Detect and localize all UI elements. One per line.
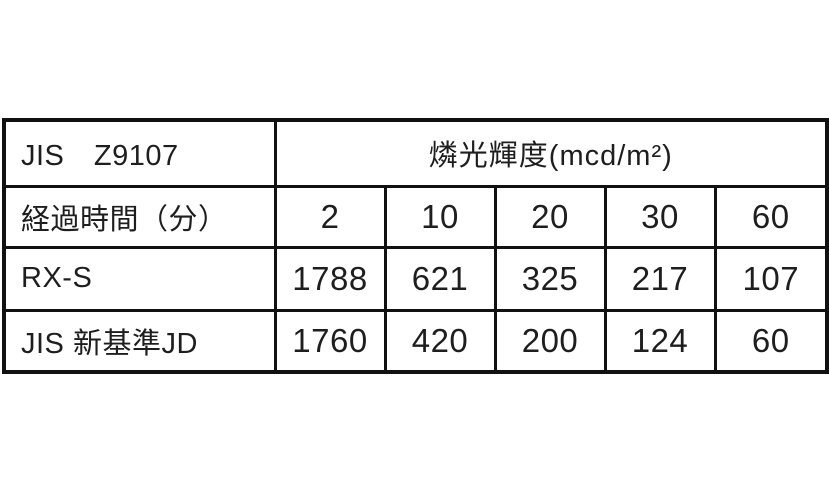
header-row-standard: JIS Z9107 燐光輝度(mcd/m²) bbox=[2, 118, 829, 188]
cell-rx-s-value-10min: 621 bbox=[383, 245, 497, 312]
cell-jis-jd-value-20min: 200 bbox=[493, 308, 607, 374]
header-row-elapsed-time: 経過時間（分） 2 10 20 30 60 bbox=[2, 184, 829, 249]
cell-time-2: 2 bbox=[273, 184, 387, 249]
luminance-table: JIS Z9107 燐光輝度(mcd/m²) 経過時間（分） 2 10 20 3… bbox=[2, 118, 829, 374]
cell-rx-s-label: RX-S bbox=[2, 245, 277, 312]
cell-luminance-title: 燐光輝度(mcd/m²) bbox=[273, 118, 829, 188]
cell-jis-jd-label: JIS 新基準JD bbox=[2, 308, 277, 374]
cell-jis-jd-value-10min: 420 bbox=[383, 308, 497, 374]
data-row-jis-new-standard: JIS 新基準JD 1760 420 200 124 60 bbox=[2, 308, 829, 374]
cell-jis-jd-value-60min: 60 bbox=[713, 308, 829, 374]
cell-time-10: 10 bbox=[383, 184, 497, 249]
cell-rx-s-value-20min: 325 bbox=[493, 245, 607, 312]
data-row-rx-s: RX-S 1788 621 325 217 107 bbox=[2, 245, 829, 312]
cell-time-60: 60 bbox=[713, 184, 829, 249]
cell-time-20: 20 bbox=[493, 184, 607, 249]
cell-time-30: 30 bbox=[603, 184, 717, 249]
cell-elapsed-time-label: 経過時間（分） bbox=[2, 184, 277, 249]
cell-rx-s-value-60min: 107 bbox=[713, 245, 829, 312]
cell-rx-s-value-30min: 217 bbox=[603, 245, 717, 312]
cell-rx-s-value-2min: 1788 bbox=[273, 245, 387, 312]
cell-jis-jd-value-30min: 124 bbox=[603, 308, 717, 374]
cell-jis-standard: JIS Z9107 bbox=[2, 118, 277, 188]
cell-jis-jd-value-2min: 1760 bbox=[273, 308, 387, 374]
